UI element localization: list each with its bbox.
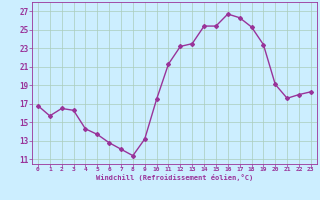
X-axis label: Windchill (Refroidissement éolien,°C): Windchill (Refroidissement éolien,°C) [96,174,253,181]
